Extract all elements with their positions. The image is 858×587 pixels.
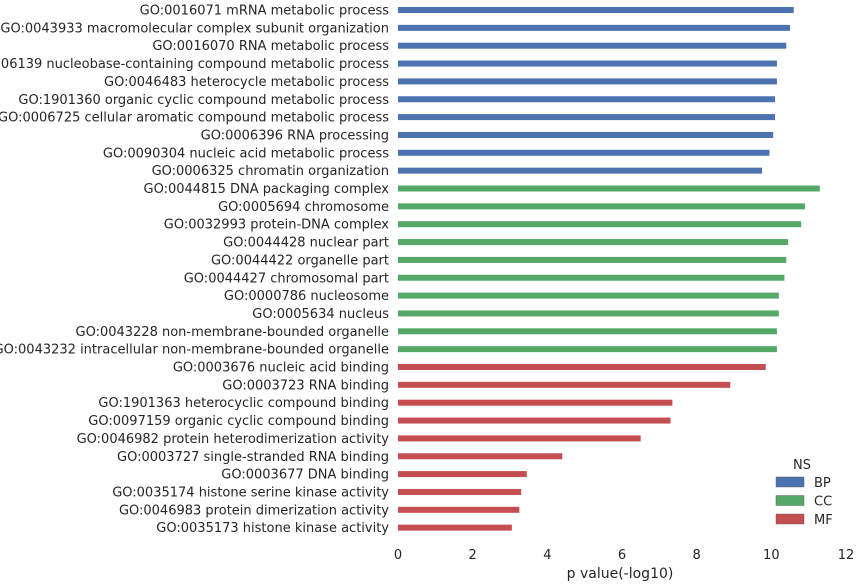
category-label: GO:0035173 histone kinase activity	[156, 521, 389, 536]
bar-bp	[398, 149, 770, 156]
category-label: GO:0043933 macromolecular complex subuni…	[0, 21, 389, 36]
category-label: GO:0097159 organic cyclic compound bindi…	[88, 414, 389, 429]
category-label: GO:0005694 chromosome	[218, 200, 389, 215]
legend-title: NS	[793, 458, 811, 473]
x-tick-label: 6	[618, 548, 626, 563]
category-label: GO:0016071 mRNA metabolic process	[140, 4, 390, 19]
x-tick-label: 10	[763, 548, 780, 563]
category-label: GO:0006725 cellular aromatic compound me…	[0, 111, 389, 126]
bar-bp	[398, 78, 777, 85]
bar-cc	[398, 239, 789, 246]
category-label: GO:0006139 nucleobase-containing compoun…	[0, 57, 389, 72]
bar-bp	[398, 42, 787, 49]
category-label: GO:0046483 heterocycle metabolic process	[104, 75, 389, 90]
legend-swatch-mf	[775, 513, 805, 525]
bar-bp	[398, 60, 777, 67]
category-label: GO:0043228 non-membrane-bounded organell…	[76, 325, 390, 340]
legend-label-bp: BP	[814, 476, 831, 491]
x-tick-label: 12	[838, 548, 855, 563]
category-label: GO:0006325 chromatin organization	[152, 164, 389, 179]
legend-swatch-bp	[775, 476, 805, 488]
bar-cc	[398, 346, 777, 353]
bar-mf	[398, 417, 671, 424]
category-label: GO:0003677 DNA binding	[221, 468, 389, 483]
category-label: GO:0090304 nucleic acid metabolic proces…	[103, 146, 389, 161]
x-tick-label: 2	[469, 548, 477, 563]
category-label: GO:0044428 nuclear part	[223, 236, 389, 251]
bar-cc	[398, 203, 805, 210]
bar-cc	[398, 310, 779, 317]
category-label: GO:0046982 protein heterodimerization ac…	[77, 432, 390, 447]
legend: NS BP CC MF	[775, 458, 833, 528]
legend-label-mf: MF	[814, 513, 833, 528]
bar-cc	[398, 274, 785, 281]
bar-bp	[398, 24, 790, 31]
bar-bp	[398, 96, 776, 103]
x-tick-label: 8	[693, 548, 701, 563]
category-label: GO:0032993 protein-DNA complex	[164, 218, 390, 233]
bar-bp	[398, 167, 762, 174]
bar-cc	[398, 221, 802, 228]
category-label: GO:1901360 organic cyclic compound metab…	[18, 93, 389, 108]
bar-cc	[398, 256, 787, 263]
x-tick-label: 4	[543, 548, 551, 563]
x-axis-title: p value(-log10)	[567, 566, 674, 582]
bar-cc	[398, 185, 820, 192]
category-label: GO:0003676 nucleic acid binding	[173, 361, 389, 376]
bar-mf	[398, 524, 512, 531]
bar-mf	[398, 453, 563, 460]
category-label: GO:0005634 nucleus	[252, 307, 389, 322]
bar-cc	[398, 292, 779, 299]
category-label: GO:0003727 single-stranded RNA binding	[117, 450, 389, 465]
bar-mf	[398, 471, 527, 478]
bar-bp	[398, 131, 774, 138]
legend-swatch-cc	[775, 495, 805, 506]
bars-layer	[398, 7, 820, 531]
bar-mf	[398, 435, 641, 442]
category-label: GO:0016070 RNA metabolic process	[152, 39, 389, 54]
category-label: GO:0003723 RNA binding	[222, 378, 389, 393]
category-label: GO:1901363 heterocyclic compound binding	[98, 396, 389, 411]
category-label: GO:0035174 histone serine kinase activit…	[112, 485, 389, 500]
x-axis-ticks: 0 2 4 6 8 10 12	[394, 548, 854, 563]
category-label: GO:0046983 protein dimerization activity	[119, 503, 389, 518]
bar-mf	[398, 381, 731, 388]
legend-label-cc: CC	[814, 495, 832, 510]
category-label: GO:0043232 intracellular non-membrane-bo…	[0, 343, 389, 358]
bar-mf	[398, 399, 673, 406]
bar-cc	[398, 328, 777, 335]
category-label: GO:0044422 organelle part	[211, 253, 389, 268]
category-label: GO:0044427 chromosomal part	[184, 271, 389, 286]
category-labels: GO:0016071 mRNA metabolic process GO:0043…	[0, 4, 389, 537]
category-label: GO:0006396 RNA processing	[201, 128, 389, 143]
bar-mf	[398, 506, 520, 513]
category-label: GO:0000786 nucleosome	[224, 289, 389, 304]
bar-mf	[398, 364, 766, 370]
category-label: GO:0044815 DNA packaging complex	[144, 182, 390, 197]
x-tick-label: 0	[394, 548, 402, 563]
bar-bp	[398, 7, 794, 13]
bar-bp	[398, 114, 776, 121]
bar-mf	[398, 488, 522, 495]
